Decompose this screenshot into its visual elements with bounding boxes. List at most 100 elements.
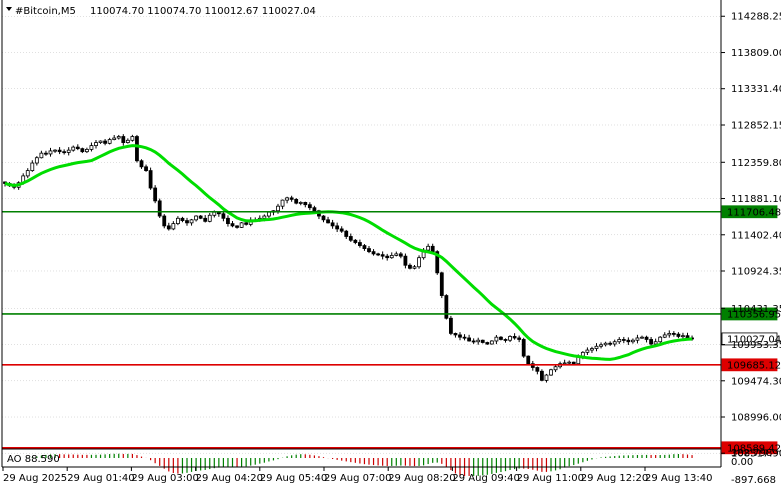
candle-bear [439, 272, 444, 296]
price-tick-label: 112852.15 [731, 120, 781, 131]
candle-bull [85, 148, 89, 153]
candle-bull [66, 149, 71, 153]
level-price-tag [721, 205, 778, 219]
candle-bull [617, 339, 622, 343]
candle-bear [462, 336, 467, 339]
candle-bull [71, 146, 76, 151]
triangle-down-icon[interactable] [6, 7, 12, 11]
candle-bull [171, 223, 176, 230]
candle-bull [476, 339, 481, 343]
candle-bear [685, 335, 690, 339]
candlestick-series [3, 134, 694, 383]
candle-bear [185, 220, 189, 224]
candle-bear [153, 187, 158, 202]
candle-bull [53, 149, 57, 152]
candle-bull [658, 336, 663, 343]
candle-bull [389, 255, 394, 259]
candle-bear [307, 204, 312, 209]
candle-bear [480, 339, 485, 343]
candle-bear [408, 264, 412, 269]
time-tick-label: 29 Aug 2025 [3, 473, 67, 484]
candle-bear [44, 152, 48, 155]
candle-bull [175, 217, 180, 225]
candle-bear [371, 251, 376, 255]
candle-bear [571, 361, 576, 365]
time-tick-label: 29 Aug 07:00 [324, 473, 391, 484]
symbol-label: #Bitcoin,M5 [15, 6, 76, 17]
candle-bull [112, 137, 117, 140]
candle-bear [157, 200, 162, 217]
price-levels[interactable]: 111706.48 110356.95 110027.04 109685.12 1085… [2, 205, 781, 455]
candle-bear [453, 333, 458, 336]
candle-bear [139, 160, 144, 168]
price-tick-label: 111881.10 [731, 194, 781, 205]
candle-bull [34, 157, 39, 164]
candle-bull [266, 211, 271, 217]
candle-bear [362, 245, 367, 249]
candle-bear [649, 339, 653, 345]
price-tick-label: 108996.00 [731, 413, 781, 424]
time-tick-label: 29 Aug 04:20 [196, 473, 263, 484]
candle-bear [380, 254, 385, 257]
candle-bull [30, 162, 35, 171]
candle-bull [107, 139, 112, 144]
candle-bear [353, 239, 358, 243]
candle-bull [553, 366, 558, 371]
candle-bear [485, 342, 490, 345]
price-tick-label: 113809.00 [731, 48, 781, 59]
candle-bear [289, 197, 294, 200]
candle-bull [276, 205, 280, 212]
candle-bear [148, 170, 153, 189]
candle-bear [135, 136, 139, 162]
candle-bull [417, 257, 421, 268]
candle-bear [644, 336, 649, 340]
level-price-label: 111706.48 [727, 207, 781, 218]
candle-bear [57, 149, 62, 153]
candle-bull [285, 197, 290, 201]
candle-bear [198, 215, 203, 219]
candle-bear [403, 255, 408, 266]
time-tick-label: 29 Aug 08:20 [388, 473, 455, 484]
price-tick-label: 110431.35 [731, 304, 781, 315]
candle-bull [653, 341, 658, 345]
candle-bull [116, 136, 121, 139]
candle-bull [189, 219, 194, 224]
candle-bull [280, 199, 285, 207]
time-tick-label: 29 Aug 01:40 [67, 473, 134, 484]
candle-bear [348, 236, 353, 241]
candle-bull [603, 342, 608, 346]
level-price-tag [721, 332, 778, 346]
ao-tick-label: 0.00 [731, 457, 753, 468]
time-tick-label: 29 Aug 09:40 [452, 473, 519, 484]
candle-bull [130, 136, 135, 141]
candle-bear [162, 215, 167, 227]
chart-header: #Bitcoin,M5 110074.70 110074.70 110012.6… [6, 6, 316, 17]
candle-bull [89, 145, 94, 150]
price-tick-label: 110924.35 [731, 266, 781, 277]
ao-tick-label: 382.798 [731, 448, 772, 459]
candle-bull [544, 374, 549, 381]
price-tick-label: 114288.25 [731, 12, 781, 23]
candle-bear [448, 317, 453, 334]
candle-bull [681, 335, 685, 338]
candle-bull [594, 345, 599, 349]
candle-bear [608, 342, 613, 345]
candle-bear [385, 255, 390, 259]
candle-bull [549, 369, 553, 376]
candle-bull [631, 339, 635, 343]
candle-bear [226, 217, 230, 225]
candle-bull [590, 348, 594, 351]
candle-bear [499, 336, 503, 340]
candle-bear [435, 251, 440, 274]
candle-bull [508, 336, 512, 341]
candle-bear [471, 340, 476, 343]
candle-bull [612, 341, 617, 345]
candle-bull [599, 344, 603, 347]
candle-bull [635, 337, 640, 341]
candle-bear [626, 339, 631, 343]
candle-bull [426, 245, 431, 251]
candle-bear [203, 217, 208, 222]
candle-bull [662, 334, 667, 338]
